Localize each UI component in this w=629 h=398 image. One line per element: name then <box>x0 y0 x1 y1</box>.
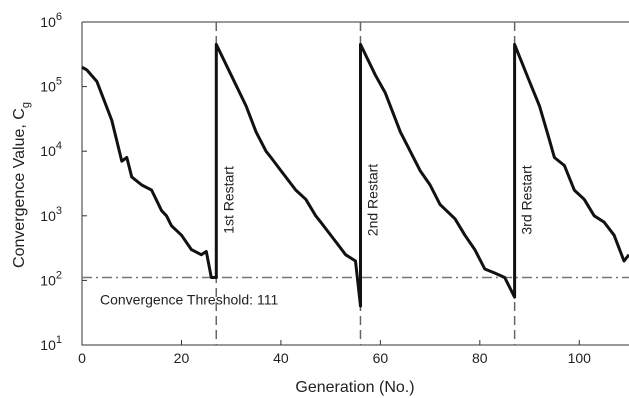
x-tick-label: 20 <box>174 350 190 366</box>
restart-label: 3rd Restart <box>519 165 535 234</box>
threshold-label: Convergence Threshold: 111 <box>100 291 278 307</box>
y-tick-base: 10 <box>40 79 56 95</box>
x-tick-label: 80 <box>472 350 488 366</box>
y-tick-exp: 5 <box>56 76 62 88</box>
y-tick-base: 10 <box>40 337 56 353</box>
y-tick-exp: 4 <box>56 140 62 152</box>
restart-label: 2nd Restart <box>364 164 380 236</box>
y-tick-label: 106 <box>40 11 62 30</box>
y-axis-label: Convergence Value, Cg <box>11 102 32 268</box>
x-tick-label: 100 <box>568 350 592 366</box>
x-tick-label: 40 <box>273 350 289 366</box>
y-tick-label: 103 <box>40 205 62 224</box>
y-tick-exp: 2 <box>56 269 62 281</box>
y-tick-base: 10 <box>40 143 56 159</box>
y-axis-label-text: Convergence Value, C <box>11 108 28 268</box>
y-tick-label: 102 <box>40 269 62 288</box>
restart-label: 1st Restart <box>220 166 236 234</box>
y-tick-exp: 3 <box>56 205 62 217</box>
y-tick-label: 101 <box>40 334 62 353</box>
y-tick-base: 10 <box>40 208 56 224</box>
y-tick-base: 10 <box>40 272 56 288</box>
y-tick-base: 10 <box>40 14 56 30</box>
x-tick-label: 0 <box>78 350 86 366</box>
y-tick-label: 104 <box>40 140 62 159</box>
y-tick-exp: 1 <box>56 334 62 346</box>
convergence-line <box>81 42 629 308</box>
y-tick-label: 105 <box>40 76 62 95</box>
x-axis-label: Generation (No.) <box>295 379 414 396</box>
y-tick-exp: 6 <box>56 11 62 23</box>
y-axis-label-sub: g <box>20 102 32 108</box>
x-tick-label: 60 <box>373 350 389 366</box>
